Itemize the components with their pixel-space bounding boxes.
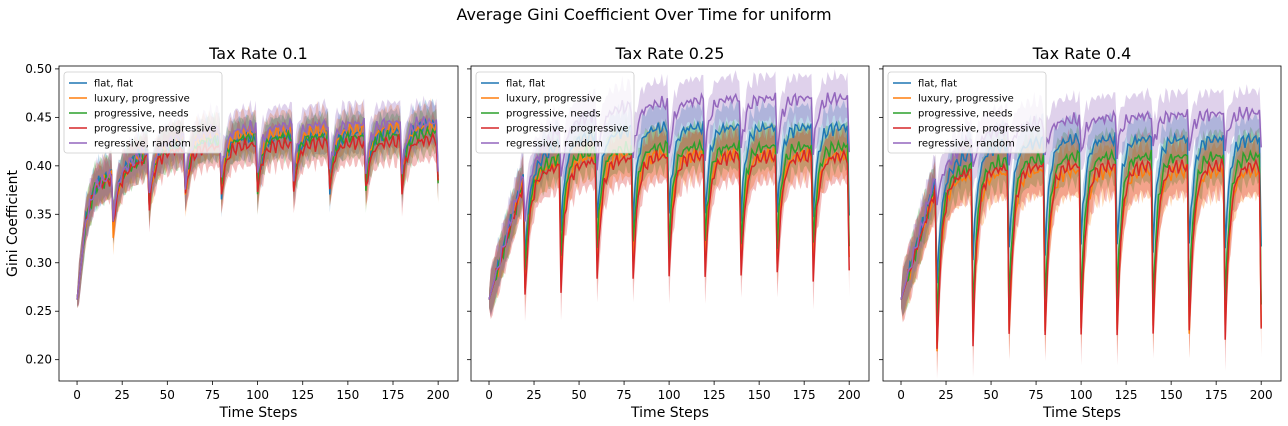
y-tick-label: 0.20 — [25, 353, 52, 367]
x-tick-label: 200 — [838, 388, 861, 402]
subplots: 0 25 50 75 100 125 150 175 200 0.20 0.25 0.30 0.35 0.… — [5, 44, 1282, 421]
x-tick-label: 50 — [983, 388, 998, 402]
x-tick-label: 75 — [1028, 388, 1043, 402]
legend-box — [475, 71, 635, 154]
x-tick-label: 175 — [793, 388, 816, 402]
legend-label-progressive-progressive: progressive, progressive — [94, 124, 216, 135]
y-tick-label: 0.30 — [25, 256, 52, 270]
x-tick-label: 150 — [1160, 388, 1183, 402]
x-tick-label: 175 — [1205, 388, 1228, 402]
subplot-1: 0 25 50 75 100 125 150 175 200 0.20 0.25 0.30 0.35 0.… — [5, 44, 459, 421]
legend: flat, flat luxury, progressive progressive… — [63, 71, 223, 154]
legend-label-regressive-random: regressive, random — [506, 139, 603, 150]
y-tick-label: 0.40 — [25, 159, 52, 173]
x-tick-label: 125 — [1115, 388, 1138, 402]
x-tick-label: 0 — [73, 388, 81, 402]
series-line-progressive-progressive — [900, 158, 1262, 349]
x-tick-label: 150 — [336, 388, 359, 402]
x-tick-label: 0 — [485, 388, 493, 402]
series-line-progressive-progressive — [488, 148, 850, 300]
y-axis-label: Gini Coefficient — [5, 169, 21, 277]
legend: flat, flat luxury, progressive progressive… — [887, 71, 1047, 154]
x-axis-label: Time Steps — [1042, 405, 1121, 421]
legend-box — [887, 71, 1047, 154]
band-luxury-progressive — [489, 122, 850, 318]
legend-box — [63, 71, 223, 154]
x-tick-label: 75 — [616, 388, 631, 402]
legend-label-flat-flat: flat, flat — [94, 79, 133, 90]
legend-label-progressive-needs: progressive, needs — [94, 109, 189, 120]
series-line-progressive-progressive — [76, 131, 439, 300]
x-tick-label: 25 — [115, 388, 130, 402]
x-tick-label: 200 — [1250, 388, 1273, 402]
subplot-3: 0 25 50 75 100 125 150 175 200 Tax Rate 0.4 Time S… — [879, 44, 1282, 421]
x-tick-label: 100 — [246, 388, 269, 402]
legend-label-regressive-random: regressive, random — [94, 139, 191, 150]
x-tick-label: 50 — [160, 388, 175, 402]
legend-label-flat-flat: flat, flat — [506, 79, 545, 90]
x-tick-label: 125 — [703, 388, 726, 402]
x-axis-label: Time Steps — [630, 405, 709, 421]
axes-frame — [58, 65, 459, 382]
y-tick-label: 0.50 — [25, 62, 52, 76]
subplot-title: Tax Rate 0.1 — [208, 44, 308, 63]
legend-label-progressive-progressive: progressive, progressive — [506, 124, 628, 135]
x-axis-label: Time Steps — [219, 405, 298, 421]
legend-label-progressive-needs: progressive, needs — [506, 109, 601, 120]
x-tick-label: 200 — [427, 388, 450, 402]
band-progressive-progressive — [489, 122, 850, 322]
legend-label-regressive-random: regressive, random — [918, 139, 1015, 150]
x-tick-label: 50 — [571, 388, 586, 402]
band-progressive-progressive — [901, 128, 1262, 379]
y-tick-label: 0.35 — [25, 207, 52, 221]
band-luxury-progressive — [901, 136, 1262, 373]
axes-frame — [882, 65, 1282, 382]
legend-label-luxury-progressive: luxury, progressive — [506, 94, 602, 105]
x-tick-label: 25 — [526, 388, 541, 402]
y-tick-label: 0.25 — [25, 304, 52, 318]
subplot-title: Tax Rate 0.4 — [1032, 44, 1132, 63]
legend-label-progressive-progressive: progressive, progressive — [918, 124, 1040, 135]
legend-label-luxury-progressive: luxury, progressive — [918, 94, 1014, 105]
axes-frame — [470, 65, 870, 382]
legend-label-progressive-needs: progressive, needs — [918, 109, 1013, 120]
x-tick-label: 100 — [1070, 388, 1093, 402]
band-flat-flat — [901, 110, 1262, 317]
band-progressive-progressive — [77, 112, 439, 307]
x-tick-label: 100 — [658, 388, 681, 402]
y-tick-label: 0.45 — [25, 110, 52, 124]
legend-label-flat-flat: flat, flat — [918, 79, 957, 90]
x-tick-label: 125 — [291, 388, 314, 402]
x-tick-label: 0 — [897, 388, 905, 402]
x-tick-label: 175 — [382, 388, 405, 402]
legend-label-luxury-progressive: luxury, progressive — [94, 94, 190, 105]
x-tick-label: 75 — [205, 388, 220, 402]
x-tick-label: 150 — [748, 388, 771, 402]
x-tick-label: 25 — [938, 388, 953, 402]
legend: flat, flat luxury, progressive progressive… — [475, 71, 635, 154]
figure-title: Average Gini Coefficient Over Time for u… — [456, 5, 831, 24]
subplot-2: 0 25 50 75 100 125 150 175 200 Tax Rate 0.25 Time … — [467, 44, 870, 421]
band-progressive-needs — [489, 115, 850, 313]
subplot-title: Tax Rate 0.25 — [615, 44, 725, 63]
